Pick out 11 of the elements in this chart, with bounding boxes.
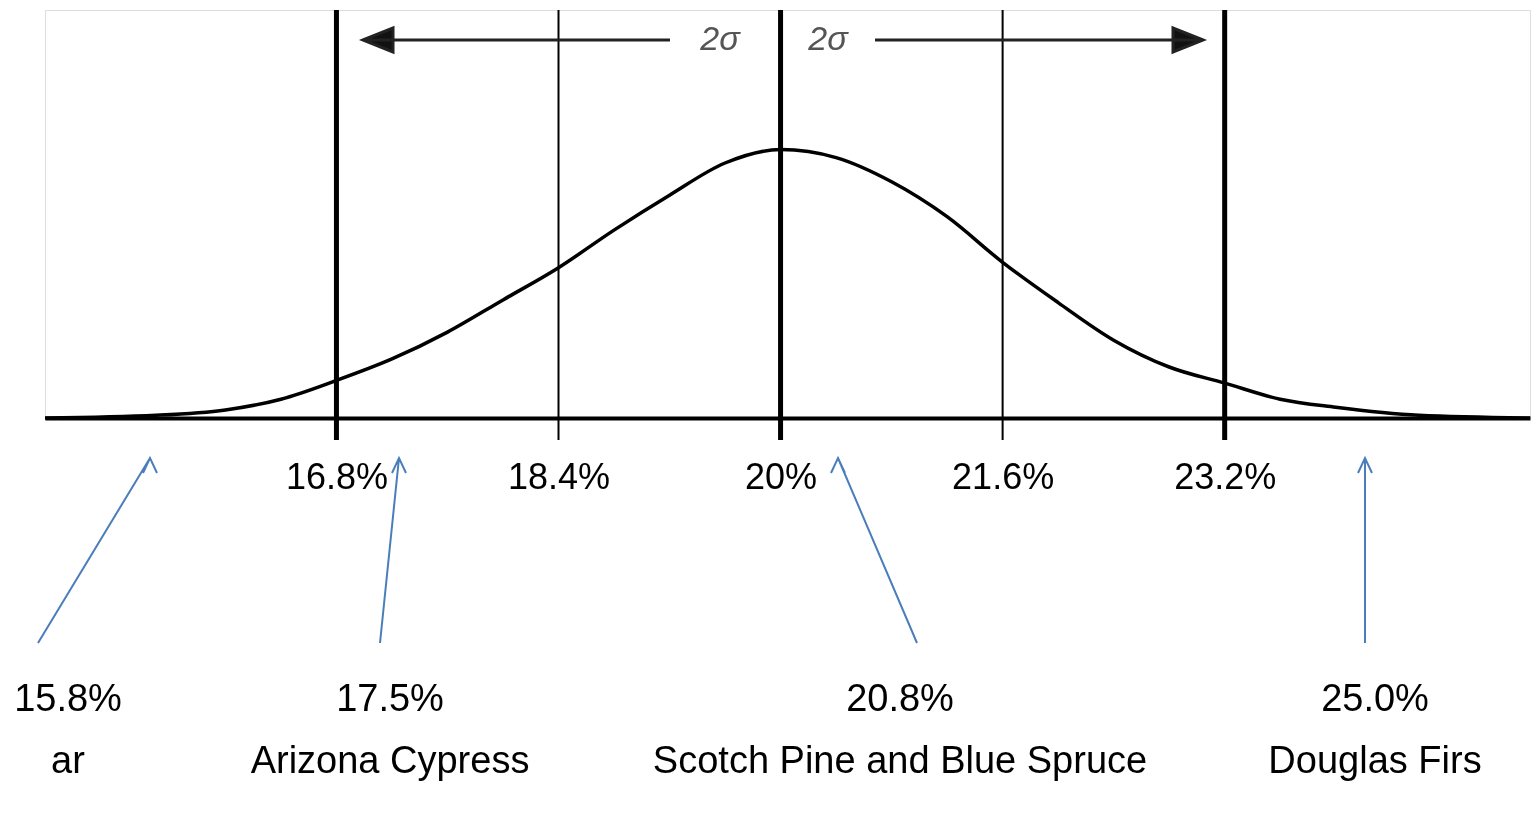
- text: 17.5% Arizona Cypress: [250, 677, 530, 781]
- x-tick-label: 18.4%: [507, 455, 611, 497]
- x-tick-label: 23.2%: [1174, 455, 1277, 497]
- text: 25.0% Douglas Firs: [1268, 677, 1482, 781]
- text: 2σ: [699, 19, 742, 57]
- text: 15.8% ar: [14, 677, 122, 781]
- x-tick-label: 21.6%: [952, 455, 1055, 497]
- x-tick-label: 20%: [745, 455, 818, 497]
- text: 20.8% Scotch Pine and Blue Spruce: [652, 677, 1148, 781]
- text: 2σ: [807, 19, 850, 57]
- x-tick-label: 16.8%: [285, 455, 388, 497]
